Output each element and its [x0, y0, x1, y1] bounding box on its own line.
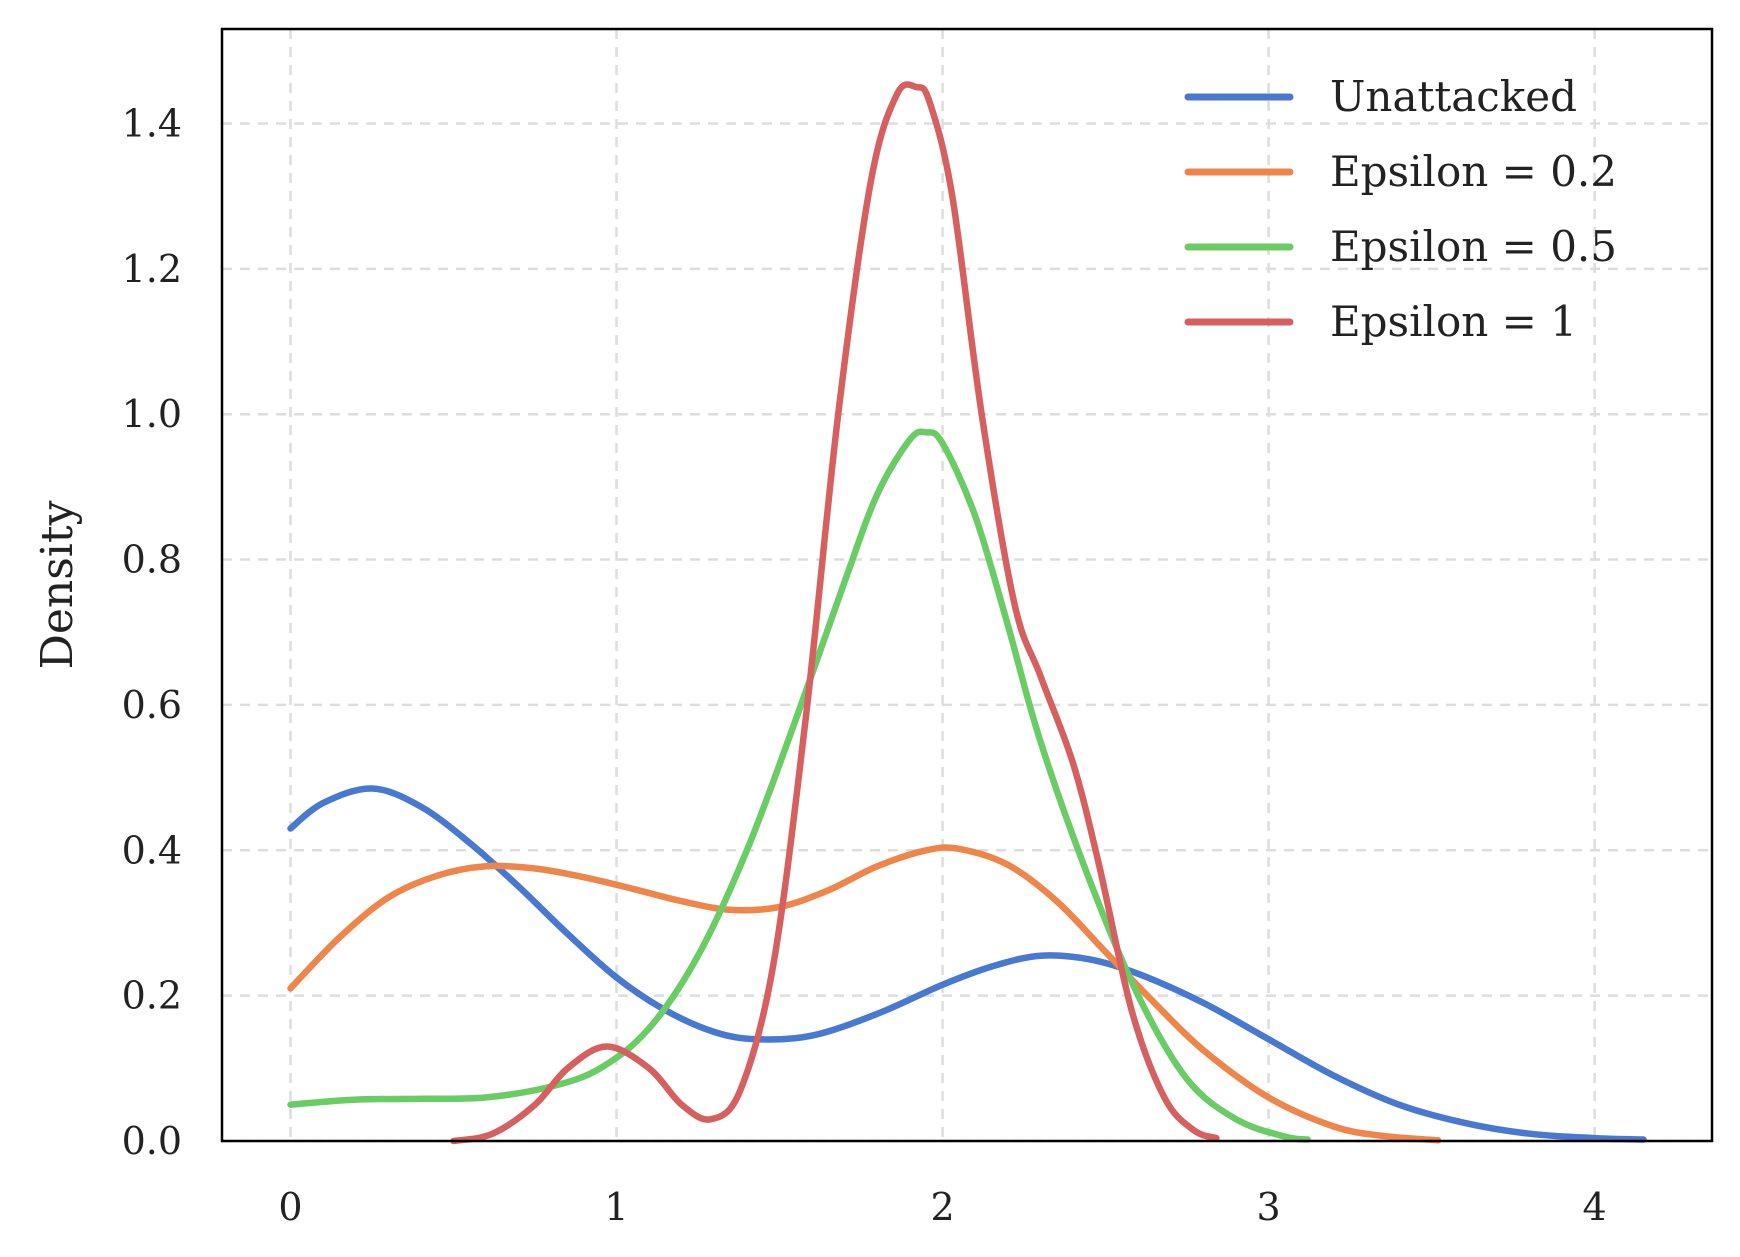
y-tick-label: 0.6: [122, 683, 182, 727]
legend-label: Epsilon = 0.2: [1330, 147, 1617, 196]
legend-label: Epsilon = 1: [1330, 297, 1577, 346]
y-tick-labels: 0.0 0.2 0.4 0.6 0.8 1.0 1.2 1.4: [122, 101, 182, 1163]
y-tick-label: 1.4: [122, 101, 182, 145]
series-lines: [287, 81, 1647, 1145]
series-line-0: [287, 785, 1647, 1143]
x-tick-label: 1: [604, 1185, 628, 1229]
y-tick-label: 1.0: [122, 392, 182, 436]
y-axis-label: Density: [32, 500, 83, 669]
y-tick-label: 0.8: [122, 538, 182, 582]
x-tick-label: 0: [278, 1185, 302, 1229]
x-tick-labels: 0 1 2 3 4: [278, 1185, 1606, 1229]
legend-label: Epsilon = 0.5: [1330, 222, 1617, 271]
series-line-3: [450, 81, 1220, 1145]
x-tick-label: 3: [1256, 1185, 1280, 1229]
legend: Unattacked Epsilon = 0.2 Epsilon = 0.5 Epsi…: [1184, 72, 1617, 346]
x-tick-label: 4: [1583, 1185, 1607, 1229]
x-tick-label: 2: [930, 1185, 954, 1229]
y-tick-label: 1.2: [122, 247, 182, 291]
y-tick-label: 0.2: [122, 974, 182, 1018]
y-tick-label: 0.4: [122, 828, 182, 872]
y-tick-label: 0.0: [122, 1119, 182, 1163]
plot-frame: [220, 27, 1714, 1143]
series-line-1: [287, 844, 1442, 1144]
legend-label: Unattacked: [1330, 72, 1577, 121]
